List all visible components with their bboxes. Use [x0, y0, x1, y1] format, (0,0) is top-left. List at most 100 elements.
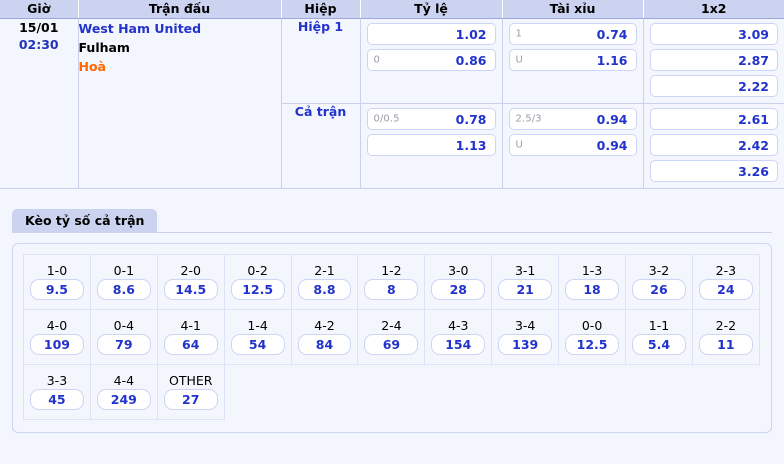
correct-score-odds[interactable]: 12.5 — [230, 279, 285, 300]
1x2-odd-draw-ft[interactable]: 2.42 — [649, 134, 778, 156]
correct-score-cell[interactable]: 1-3 18 — [558, 254, 627, 310]
match-row-full-time: Cả trận 0/0.5 0.78 1.13 2.5/3 — [0, 103, 784, 189]
correct-score-odds[interactable]: 24 — [698, 279, 753, 300]
handicap-value-away-h1: 0.86 — [455, 52, 487, 68]
handicap-odd-home-ft[interactable]: 0/0.5 0.78 — [366, 108, 496, 130]
correct-score-odds[interactable]: 154 — [431, 334, 486, 355]
correct-score-cell[interactable]: 1-1 5.4 — [625, 309, 693, 365]
under-line-ft: U — [515, 139, 523, 151]
handicap-cell-full-time: 0/0.5 0.78 1.13 — [360, 103, 503, 189]
correct-score-cell[interactable]: 3-3 45 — [23, 364, 91, 420]
correct-score-odds[interactable]: 69 — [364, 334, 419, 355]
correct-score-label: 3-3 — [46, 373, 68, 388]
correct-score-cell[interactable]: 4-0 109 — [23, 309, 91, 365]
correct-score-cell[interactable]: 0-1 8.6 — [89, 254, 158, 310]
correct-score-odds-wrap: 28 — [425, 279, 491, 300]
handicap-line-home-ft: 0/0.5 — [373, 113, 400, 125]
correct-score-cell[interactable]: 3-0 28 — [424, 254, 493, 310]
correct-score-cell[interactable]: OTHER 27 — [156, 364, 225, 420]
match-date: 15/01 — [19, 20, 59, 35]
correct-score-odds[interactable]: 64 — [163, 334, 218, 355]
correct-score-odds[interactable]: 8 — [364, 279, 419, 300]
correct-score-odds-wrap: 5.4 — [626, 334, 692, 355]
1x2-value-away-h1: 2.22 — [738, 78, 769, 94]
correct-score-odds[interactable]: 27 — [163, 389, 218, 410]
correct-score-odds-wrap: 14.5 — [158, 279, 224, 300]
1x2-odd-draw-h1[interactable]: 2.87 — [649, 49, 778, 71]
correct-score-cell[interactable]: 2-1 8.8 — [290, 254, 359, 310]
correct-score-panel: 1-0 9.5 0-1 8.6 2-0 14.5 0-2 12.5 2-1 8.8 1-2 8 3-0 2… — [12, 243, 772, 433]
correct-score-cell[interactable]: 4-3 154 — [424, 309, 493, 365]
correct-score-odds[interactable]: 84 — [297, 334, 352, 355]
correct-score-odds[interactable]: 45 — [30, 389, 84, 410]
correct-score-cell[interactable]: 0-4 79 — [89, 309, 158, 365]
correct-score-odds[interactable]: 21 — [498, 279, 553, 300]
tab-correct-score[interactable]: Kèo tỷ số cả trận — [12, 209, 158, 233]
correct-score-cell-empty — [626, 365, 693, 420]
correct-score-cell-empty — [692, 365, 759, 420]
correct-score-section: Kèo tỷ số cả trận 1-0 9.5 0-1 8.6 2-0 14.5 0-2… — [0, 209, 784, 433]
correct-score-label: 3-0 — [448, 263, 469, 278]
period-label-first-half: Hiệp 1 — [281, 18, 361, 104]
correct-score-cell[interactable]: 3-4 139 — [491, 309, 560, 365]
correct-score-label: 0-4 — [113, 318, 135, 333]
correct-score-cell[interactable]: 3-2 26 — [625, 254, 693, 310]
1x2-odd-away-h1[interactable]: 2.22 — [649, 75, 778, 97]
correct-score-odds[interactable]: 8.8 — [297, 279, 352, 300]
correct-score-odds-wrap: 8 — [358, 279, 424, 300]
correct-score-label: 0-2 — [247, 263, 268, 278]
correct-score-odds[interactable]: 5.4 — [632, 334, 686, 355]
correct-score-odds[interactable]: 9.5 — [30, 279, 84, 300]
over-odd-ft[interactable]: 2.5/3 0.94 — [508, 108, 637, 130]
under-odd-h1[interactable]: U 1.16 — [508, 49, 637, 71]
correct-score-cell[interactable]: 2-4 69 — [357, 309, 426, 365]
correct-score-odds-wrap: 154 — [425, 334, 491, 355]
correct-score-label: 3-2 — [648, 263, 670, 278]
handicap-odd-home-h1[interactable]: 1.02 — [366, 23, 496, 45]
correct-score-label: 2-0 — [180, 263, 201, 278]
correct-score-odds[interactable]: 79 — [96, 334, 151, 355]
correct-score-odds[interactable]: 18 — [565, 279, 620, 300]
correct-score-odds[interactable]: 12.5 — [565, 334, 620, 355]
correct-score-odds[interactable]: 249 — [96, 389, 151, 410]
correct-score-cell[interactable]: 4-2 84 — [290, 309, 359, 365]
handicap-odd-away-ft[interactable]: 1.13 — [366, 134, 496, 156]
correct-score-cell[interactable]: 3-1 21 — [491, 254, 560, 310]
correct-score-row: 3-3 45 4-4 249 OTHER 27 — [23, 364, 760, 420]
correct-score-odds[interactable]: 109 — [30, 334, 84, 355]
1x2-odd-away-ft[interactable]: 3.26 — [649, 160, 778, 182]
correct-score-odds[interactable]: 8.6 — [96, 279, 151, 300]
correct-score-odds[interactable]: 139 — [498, 334, 553, 355]
over-odd-h1[interactable]: 1 0.74 — [508, 23, 637, 45]
away-team-name[interactable]: Fulham — [78, 40, 130, 55]
correct-score-cell[interactable]: 4-1 64 — [156, 309, 225, 365]
correct-score-cell[interactable]: 4-4 249 — [89, 364, 158, 420]
correct-score-label: 1-1 — [648, 318, 670, 333]
correct-score-odds[interactable]: 26 — [632, 279, 686, 300]
correct-score-odds[interactable]: 54 — [230, 334, 285, 355]
one-x-two-cell-first-half: 3.09 2.87 2.22 — [643, 18, 784, 104]
correct-score-odds-wrap: 26 — [626, 279, 692, 300]
correct-score-odds-wrap: 139 — [492, 334, 558, 355]
handicap-odd-away-h1[interactable]: 0 0.86 — [366, 49, 496, 71]
correct-score-cell[interactable]: 2-3 24 — [691, 254, 760, 310]
home-team-name[interactable]: West Ham United — [78, 21, 202, 36]
correct-score-odds-wrap: 21 — [492, 279, 558, 300]
correct-score-cell[interactable]: 0-0 12.5 — [558, 309, 627, 365]
correct-score-cell[interactable]: 1-4 54 — [223, 309, 292, 365]
column-header-1x2: 1x2 — [643, 0, 784, 19]
under-odd-ft[interactable]: U 0.94 — [508, 134, 637, 156]
correct-score-cell[interactable]: 2-0 14.5 — [156, 254, 225, 310]
correct-score-odds[interactable]: 11 — [698, 334, 753, 355]
correct-score-cell[interactable]: 0-2 12.5 — [223, 254, 292, 310]
correct-score-cell[interactable]: 1-0 9.5 — [23, 254, 91, 310]
correct-score-cell-empty — [492, 365, 559, 420]
correct-score-odds[interactable]: 28 — [431, 279, 486, 300]
correct-score-label: 4-2 — [314, 318, 335, 333]
1x2-odd-home-h1[interactable]: 3.09 — [649, 23, 778, 45]
correct-score-cell[interactable]: 1-2 8 — [357, 254, 426, 310]
1x2-odd-home-ft[interactable]: 2.61 — [649, 108, 778, 130]
column-header-match: Trận đấu — [78, 0, 282, 19]
correct-score-cell[interactable]: 2-2 11 — [691, 309, 760, 365]
correct-score-odds[interactable]: 14.5 — [163, 279, 218, 300]
